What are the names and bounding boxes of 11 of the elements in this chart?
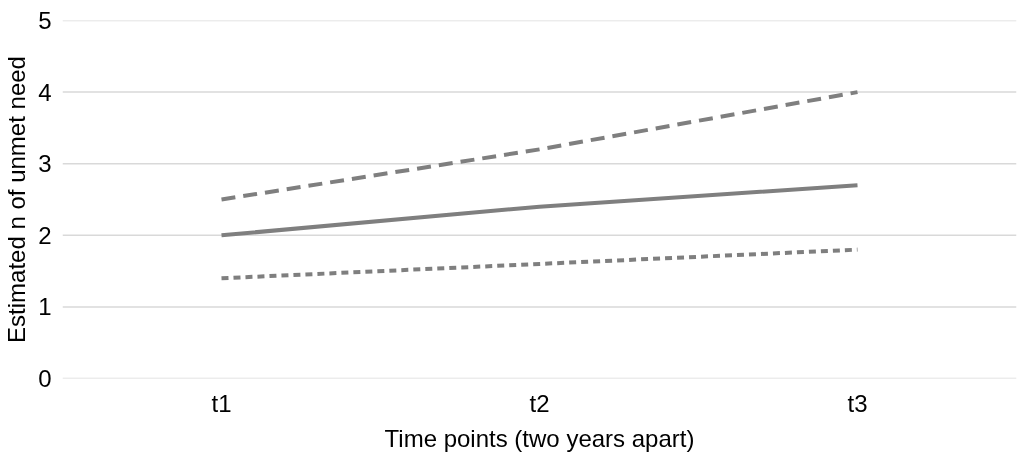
x-axis-title: Time points (two years apart) [384,424,695,452]
y-tick-label: 0 [38,365,52,392]
y-tick-label: 1 [38,293,52,321]
y-tick-label: 4 [38,78,52,106]
y-axis-title: Estimated n of unmet need [3,56,31,343]
y-tick-label: 3 [38,150,52,178]
y-tick-label: 5 [38,7,52,34]
x-tick-label: t1 [211,389,232,417]
x-tick-label: t2 [529,389,550,417]
y-tick-label: 2 [38,221,52,249]
x-tick-label: t3 [847,389,868,417]
